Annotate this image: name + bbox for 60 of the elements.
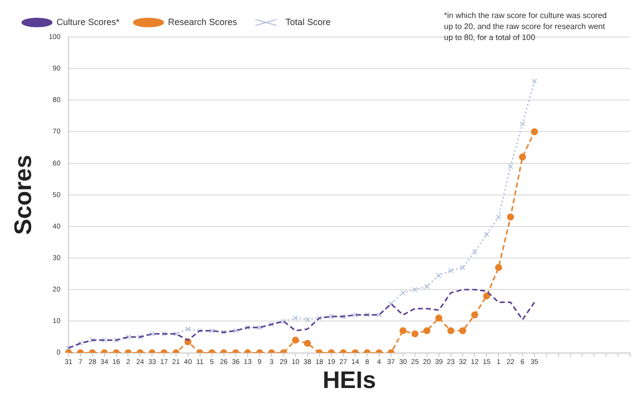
point [173,331,179,336]
point [483,292,490,300]
point [114,338,119,343]
point [340,314,346,320]
point [197,328,203,334]
point [412,287,418,292]
point [447,327,454,334]
point [209,328,214,334]
point [292,336,299,344]
point [280,318,286,324]
legend-label: Total Score [286,16,331,27]
point [400,327,406,334]
point [102,338,107,343]
point [460,264,466,270]
point [316,315,322,321]
point [400,290,406,296]
point [496,214,502,220]
point [484,232,490,237]
point [364,312,370,318]
point [66,345,72,351]
point [508,164,514,170]
point [245,324,250,330]
point [435,314,442,322]
point [328,314,334,320]
point [352,312,358,318]
point [520,121,526,126]
point [78,340,84,346]
annotation: *in which the raw score for culture was scored up to 20, and the raw score for research went up to 80, for a total of 100 [444,10,608,43]
point [388,301,394,306]
x-axis-title: HEIs [322,367,376,394]
point [138,334,143,340]
point [424,284,430,290]
point [149,331,155,336]
point [518,154,526,161]
point [423,327,430,334]
point [126,334,131,340]
y-axis-title: Scores [10,154,38,235]
point [448,268,454,274]
point [304,340,311,347]
point [161,331,167,336]
point [376,312,382,318]
point [90,338,95,343]
point [292,315,298,321]
point [530,128,538,136]
point [471,311,478,318]
point [459,327,466,334]
legend-label: Culture Scores* [56,16,120,27]
point [507,214,514,221]
point [185,326,191,332]
point [268,322,274,327]
point [304,317,310,322]
point [411,330,418,338]
point [495,264,502,272]
point [257,324,262,330]
legend-label: Research Scores [168,16,238,27]
point [221,330,226,335]
point [472,249,478,254]
point [436,272,442,278]
point [233,328,238,334]
point [532,78,538,84]
